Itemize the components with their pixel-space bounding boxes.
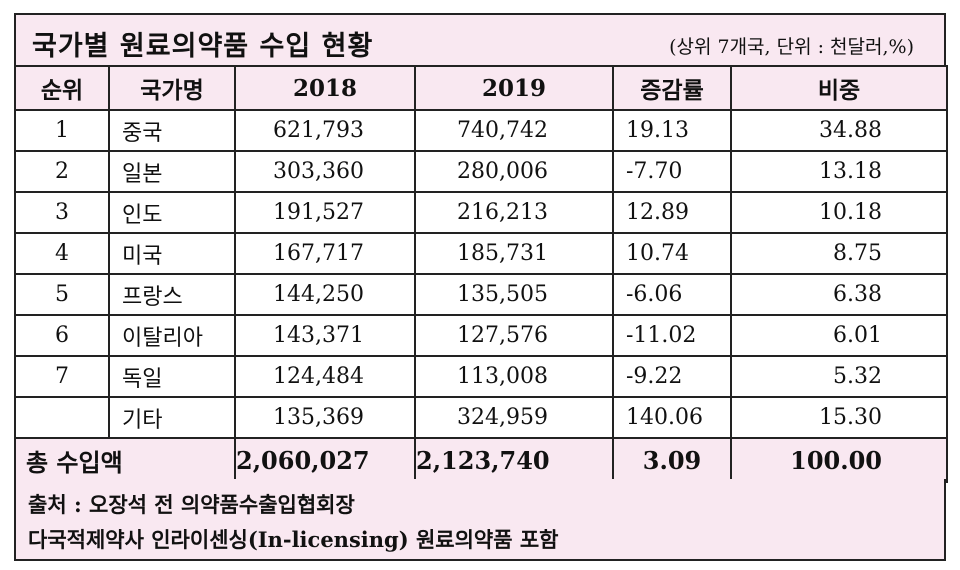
value-2019-cell: 127,576 [414,314,614,357]
share-cell: 13.18 [730,150,948,193]
total-share-cell: 100.00 [730,437,948,483]
table-title: 국가별 원료의약품 수입 현황 [32,31,374,62]
value-2019-cell: 113,008 [414,355,614,398]
value-2019-cell: 740,742 [414,109,614,152]
total-change-cell: 3.09 [612,437,732,483]
unit-note: (상위 7개국, 단위 : 천달러,%) [669,36,914,58]
total-2018-cell: 2,060,027 [234,437,416,483]
value-2019-cell: 185,731 [414,232,614,275]
table-row: 3 인도 191,527 216,213 12.89 10.18 [14,191,948,234]
value-2019-cell: 135,505 [414,273,614,316]
country-cell: 프랑스 [108,273,236,316]
value-2019-cell: 324,959 [414,396,614,439]
value-2018-cell: 303,360 [234,150,416,193]
header-row: 순위 국가명 2018 2019 증감률 비중 [14,65,948,111]
value-2018-cell: 143,371 [234,314,416,357]
import-table: 순위 국가명 2018 2019 증감률 비중 1 중국 621,793 740… [14,65,948,483]
title-bar: 국가별 원료의약품 수입 현황 (상위 7개국, 단위 : 천달러,%) [14,13,946,65]
total-label: 총 수입액 [14,437,236,483]
table-row: 기타 135,369 324,959 140.06 15.30 [14,396,948,439]
header-2019: 2019 [414,65,614,111]
change-cell: -6.06 [612,273,732,316]
country-cell: 인도 [108,191,236,234]
value-2019-cell: 280,006 [414,150,614,193]
table-row: 6 이탈리아 143,371 127,576 -11.02 6.01 [14,314,948,357]
share-cell: 15.30 [730,396,948,439]
header-rank: 순위 [14,65,110,111]
country-cell: 이탈리아 [108,314,236,357]
inclusion-note: 다국적제약사 인라이센싱(In-licensing) 원료의약품 포함 [28,527,559,552]
value-2018-cell: 621,793 [234,109,416,152]
rank-cell: 1 [14,109,110,152]
value-2018-cell: 124,484 [234,355,416,398]
rank-cell: 6 [14,314,110,357]
header-share: 비중 [730,65,948,111]
share-cell: 6.38 [730,273,948,316]
total-row: 총 수입액 2,060,027 2,123,740 3.09 100.00 [14,437,948,483]
country-cell: 독일 [108,355,236,398]
country-cell: 미국 [108,232,236,275]
rank-cell: 3 [14,191,110,234]
table-row: 2 일본 303,360 280,006 -7.70 13.18 [14,150,948,193]
share-cell: 10.18 [730,191,948,234]
total-2019-cell: 2,123,740 [414,437,614,483]
country-cell: 기타 [108,396,236,439]
share-cell: 5.32 [730,355,948,398]
table-row: 5 프랑스 144,250 135,505 -6.06 6.38 [14,273,948,316]
import-table-frame: 국가별 원료의약품 수입 현황 (상위 7개국, 단위 : 천달러,%) 순위 … [14,13,948,561]
country-cell: 일본 [108,150,236,193]
value-2018-cell: 167,717 [234,232,416,275]
table-row: 4 미국 167,717 185,731 10.74 8.75 [14,232,948,275]
table-row: 7 독일 124,484 113,008 -9.22 5.32 [14,355,948,398]
rank-cell: 5 [14,273,110,316]
value-2019-cell: 216,213 [414,191,614,234]
change-cell: 10.74 [612,232,732,275]
change-cell: -7.70 [612,150,732,193]
change-cell: -9.22 [612,355,732,398]
header-change: 증감률 [612,65,732,111]
rank-cell: 2 [14,150,110,193]
share-cell: 8.75 [730,232,948,275]
value-2018-cell: 144,250 [234,273,416,316]
change-cell: 12.89 [612,191,732,234]
change-cell: 140.06 [612,396,732,439]
header-country: 국가명 [108,65,236,111]
country-cell: 중국 [108,109,236,152]
footnote-area: 출처 : 오장석 전 의약품수출입협회장 다국적제약사 인라이센싱(In-lic… [14,479,946,561]
header-2018: 2018 [234,65,416,111]
share-cell: 6.01 [730,314,948,357]
change-cell: -11.02 [612,314,732,357]
source-note: 출처 : 오장석 전 의약품수출입협회장 [28,492,355,517]
value-2018-cell: 191,527 [234,191,416,234]
rank-cell: 7 [14,355,110,398]
table-row: 1 중국 621,793 740,742 19.13 34.88 [14,109,948,152]
share-cell: 34.88 [730,109,948,152]
change-cell: 19.13 [612,109,732,152]
rank-cell: 4 [14,232,110,275]
rank-cell [14,396,110,439]
value-2018-cell: 135,369 [234,396,416,439]
